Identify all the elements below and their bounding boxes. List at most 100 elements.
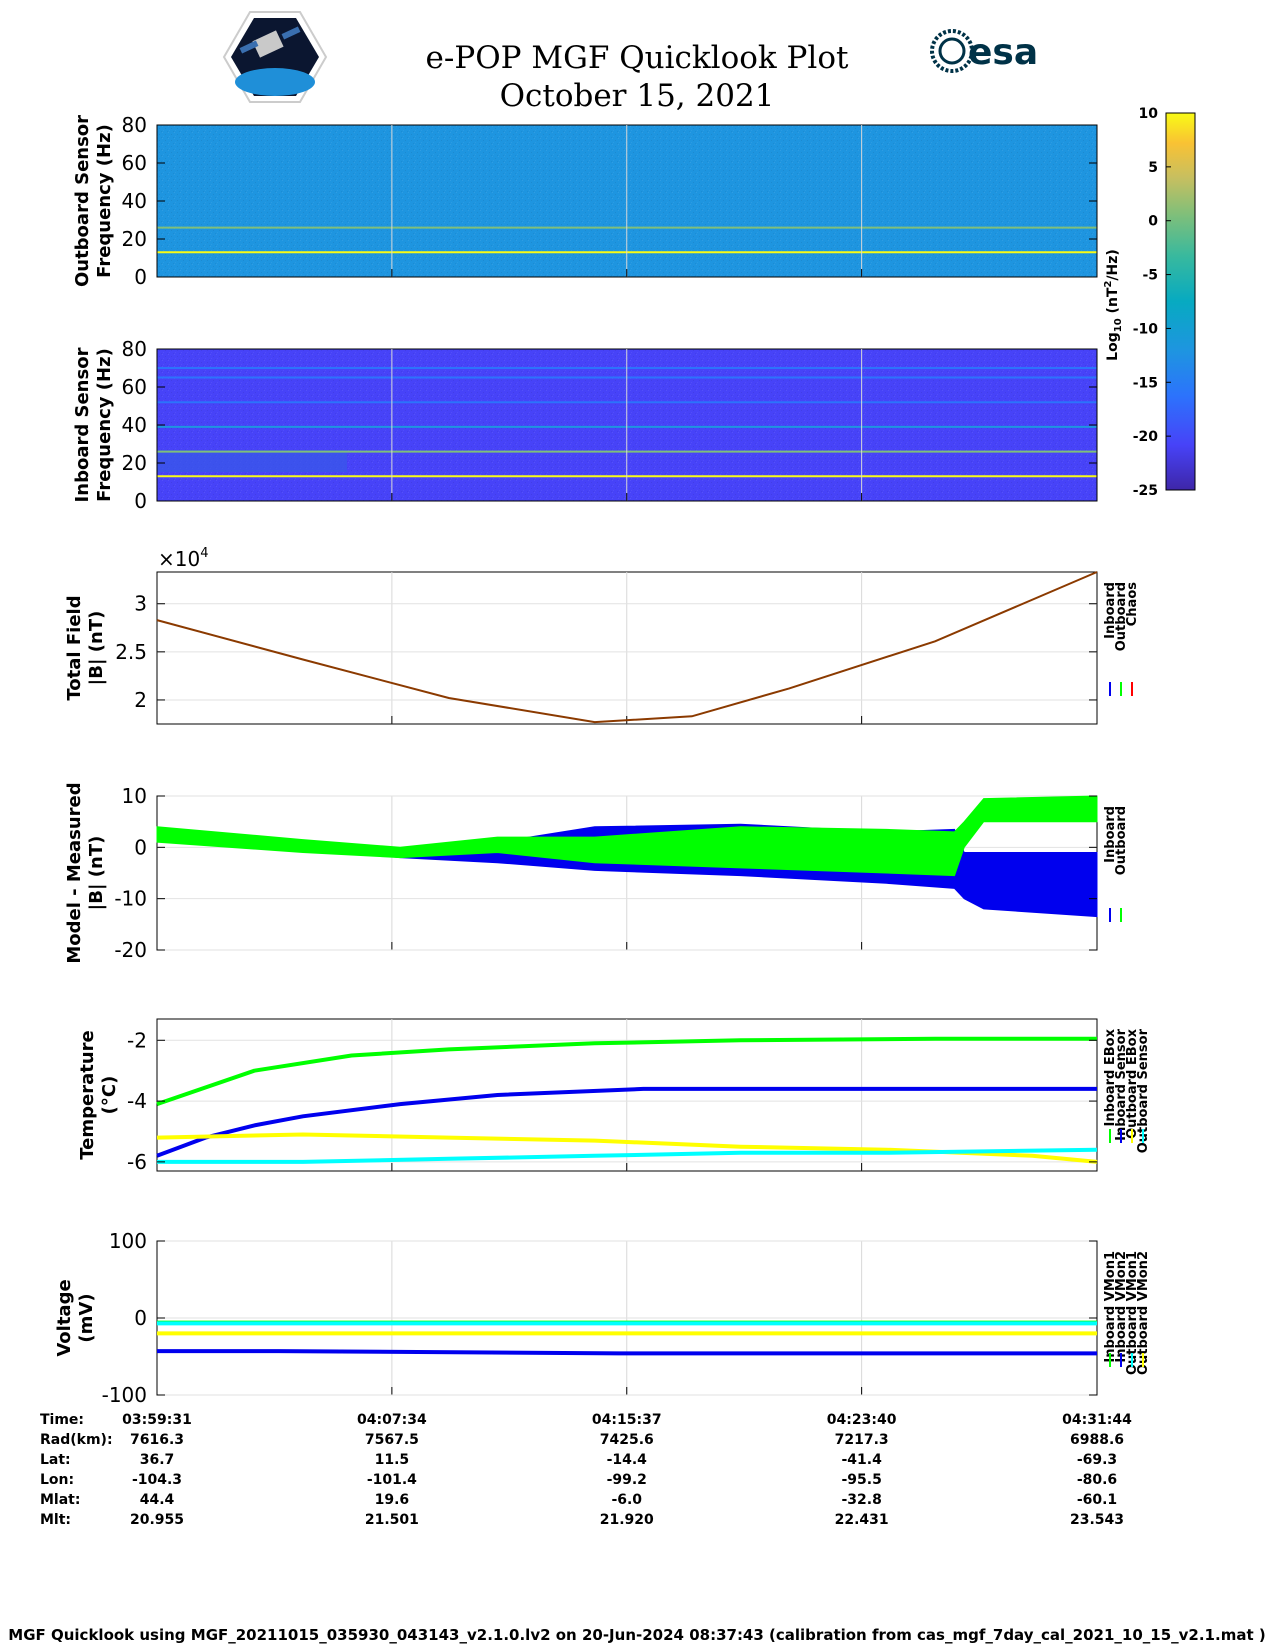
temperature-ylabel-2: (°C) <box>99 1076 120 1115</box>
colorbar-tick-label: -25 <box>1133 483 1158 499</box>
ephemeris-row-label: Lon: <box>40 1472 74 1488</box>
ytick-label: 60 <box>122 375 147 399</box>
total-field-series <box>156 571 1098 724</box>
ytick-label: 0 <box>134 489 147 513</box>
legend-label: Outboard <box>1114 582 1129 651</box>
colorbar-tick-label: -20 <box>1133 429 1159 445</box>
ephemeris-row-label: Mlat: <box>40 1492 80 1508</box>
model-measured-series <box>156 795 1098 918</box>
ephemeris-value: 44.4 <box>140 1492 175 1508</box>
ephemeris-value: 20.955 <box>130 1512 184 1528</box>
plot-title: e-POP MGF Quicklook Plot <box>426 40 849 76</box>
colorbar: 10 5 0 -5 -10 -15 -20 -25 Log10 (nT2/Hz) <box>1103 106 1196 499</box>
footer-note: MGF Quicklook using MGF_20211015_035930_… <box>8 1626 1265 1644</box>
ytick-label: 0 <box>134 835 147 859</box>
outboard-ylabel-2: Frequency (Hz) <box>94 124 115 278</box>
series-line-inboard <box>156 571 1098 724</box>
voltage-ylabel-1: Voltage <box>54 1279 75 1356</box>
ephemeris-value: -69.3 <box>1077 1452 1117 1468</box>
total-field-ylabel-1: Total Field <box>64 595 85 700</box>
legend-label: Inboard VMon2 <box>1114 1251 1129 1363</box>
ytick-label: 40 <box>122 413 147 437</box>
temperature-yticks: -2 -4 -6 <box>127 1028 1097 1174</box>
voltage-ylabel-2: (mV) <box>76 1293 97 1342</box>
legend-label: Inboard <box>1103 582 1118 639</box>
legend-label: Inboard VMon1 <box>1103 1251 1118 1363</box>
ytick-label: -4 <box>127 1089 147 1113</box>
ephemeris-value: -14.4 <box>607 1452 648 1468</box>
inboard-ylabel-2: Frequency (Hz) <box>94 348 115 502</box>
plot-date: October 15, 2021 <box>500 78 775 114</box>
temperature-panel: -2 -4 -6 Temperature (°C) Inboard EBoxInbo… <box>77 1018 1151 1174</box>
ephemeris-value: -60.1 <box>1077 1492 1117 1508</box>
ephemeris-value: 21.501 <box>365 1512 419 1528</box>
ephemeris-value: 7425.6 <box>600 1432 654 1448</box>
ephemeris-value: 19.6 <box>375 1492 410 1508</box>
legend-label: Outboard VMon1 <box>1125 1251 1140 1375</box>
ephemeris-value: 36.7 <box>140 1452 175 1468</box>
outboard-spectrogram-panel: 80 60 40 20 0 Outboard Sensor Frequency (Hz) <box>72 113 1098 289</box>
colorbar-tick-label: -10 <box>1133 321 1159 337</box>
ytick-label: 40 <box>122 189 147 213</box>
inboard-ylabel-1: Inboard Sensor <box>72 347 93 502</box>
outboard-yticks: 80 60 40 20 0 <box>122 113 1098 289</box>
ytick-label: -6 <box>127 1150 147 1174</box>
total-field-multiplier: ×104 <box>158 546 209 571</box>
voltage-yticks: 100 0 -100 <box>102 1229 1097 1407</box>
ephemeris-row-label: Mlt: <box>40 1512 71 1528</box>
ytick-label: -10 <box>114 887 147 911</box>
legend-label: Outboard <box>1114 806 1129 875</box>
ytick-label: 100 <box>109 1229 147 1253</box>
ephemeris-value: 04:07:34 <box>357 1412 427 1428</box>
ytick-label: 0 <box>134 265 147 289</box>
legend-label: Inboard <box>1103 806 1118 863</box>
cassiope-logo <box>222 11 328 103</box>
series-line-outboard-sensor <box>157 1147 1098 1164</box>
ytick-label: 0 <box>134 1306 147 1330</box>
outboard-ylabel-1: Outboard Sensor <box>72 115 93 287</box>
series-line-outboard-ebox <box>156 1132 1098 1164</box>
colorbar-tick-label: -5 <box>1142 268 1158 284</box>
ephemeris-value: 04:23:40 <box>827 1412 897 1428</box>
inboard-yticks: 80 60 40 20 0 <box>122 337 1098 513</box>
ephemeris-value: 04:15:37 <box>592 1412 662 1428</box>
voltage-panel: 100 0 -100 Voltage (mV) Inboard VMon1Inboa… <box>54 1229 1151 1407</box>
ephemeris-value: 04:31:44 <box>1062 1412 1132 1428</box>
ytick-label: -100 <box>102 1383 147 1407</box>
ephemeris-row-label: Rad(km): <box>40 1432 113 1448</box>
ytick-label: 20 <box>122 451 147 475</box>
total-field-yticks: 32.52 <box>115 592 1097 712</box>
temperature-series <box>156 1036 1098 1164</box>
legend-label: Inboard Sensor <box>1114 1028 1129 1140</box>
ephemeris-value: -101.4 <box>367 1472 417 1488</box>
ephemeris-value: 03:59:31 <box>122 1412 192 1428</box>
model-measured-ylabel-1: Model - Measured <box>64 782 85 963</box>
voltage-series <box>157 1320 1097 1356</box>
ephemeris-value: 7616.3 <box>130 1432 184 1448</box>
ytick-label: 80 <box>122 337 147 361</box>
series-band-outboard <box>156 795 1098 877</box>
temperature-ylabel-1: Temperature <box>77 1030 98 1159</box>
colorbar-label: Log10 (nT2/Hz) <box>1103 249 1124 361</box>
esa-logo: esa <box>930 29 1038 73</box>
ephemeris-value: 7567.5 <box>365 1432 419 1448</box>
model-measured-yticks: 10 0 -10 -20 <box>114 784 1097 962</box>
ytick-label: 2 <box>134 688 147 712</box>
ephemeris-value: -99.2 <box>607 1472 647 1488</box>
ephemeris-value: -104.3 <box>132 1472 182 1488</box>
colorbar-ticks: 10 5 0 -5 -10 -15 -20 -25 <box>1133 106 1171 499</box>
ephemeris-value: -80.6 <box>1077 1472 1117 1488</box>
series-line-inboard-vmon2 <box>157 1349 1097 1356</box>
legend-label: Outboard VMon2 <box>1136 1251 1151 1375</box>
ytick-label: 3 <box>134 592 147 616</box>
ephemeris-table: Time: 03:59:31 04:07:34 04:15:37 04:23:40 04:… <box>40 1412 1132 1528</box>
ytick-label: 10 <box>122 784 147 808</box>
ytick-label: 80 <box>122 113 147 137</box>
legend-label: Chaos <box>1125 582 1140 626</box>
series-line-inboard-ebox <box>156 1036 1097 1106</box>
